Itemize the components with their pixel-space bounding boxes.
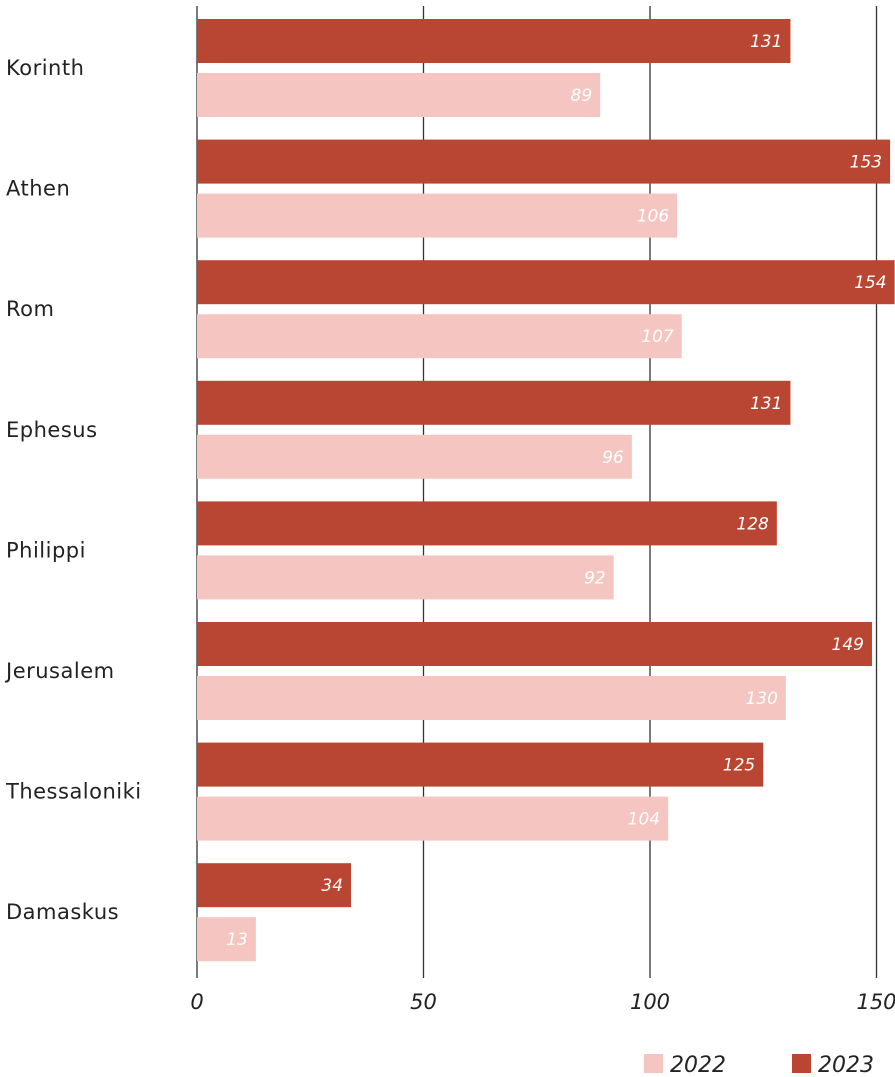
data-label: 92 (584, 568, 606, 588)
bar-2023-athen (197, 139, 891, 184)
data-label: 149 (832, 635, 864, 655)
bar-2023-rom (197, 260, 895, 305)
category-label: Jerusalem (4, 659, 115, 683)
data-label: 130 (745, 689, 777, 709)
bar-2022-korinth (197, 73, 601, 117)
category-label: Ephesus (6, 418, 98, 442)
data-label: 131 (750, 394, 782, 414)
bar-2022-thessaloniki (197, 796, 669, 841)
data-label: 89 (571, 86, 593, 106)
x-tick-label: 150 (856, 990, 895, 1014)
legend-label-2022: 2022 (670, 1053, 726, 1077)
bar-2022-athen (197, 193, 678, 238)
bar-2022-ephesus (197, 434, 632, 479)
category-label: Korinth (6, 56, 84, 80)
data-label: 96 (602, 448, 624, 468)
category-label: Athen (6, 177, 70, 201)
legend-label-2023: 2023 (818, 1053, 874, 1077)
data-label: 104 (628, 810, 660, 830)
bar-2023-jerusalem (197, 622, 872, 666)
bar-2023-damaskus (197, 863, 352, 908)
data-label: 128 (736, 514, 769, 534)
x-tick-labels: 0 50 100 150 (190, 990, 895, 1014)
legend-swatch-2023 (792, 1054, 811, 1073)
data-label: 153 (850, 153, 882, 173)
bar-2022-philippi (197, 555, 614, 600)
data-label: 131 (750, 32, 782, 52)
x-tick-label: 50 (410, 990, 437, 1014)
data-label: 13 (226, 930, 248, 950)
data-label: 154 (854, 273, 886, 293)
category-label: Thessaloniki (5, 780, 142, 804)
bar-2022-damaskus (197, 917, 256, 962)
bar-2023-thessaloniki (197, 742, 764, 787)
data-label: 34 (321, 876, 343, 896)
bar-2022-jerusalem (197, 676, 786, 720)
bar-2023-ephesus (197, 380, 791, 425)
data-label: 106 (637, 207, 670, 227)
bar-2023-philippi (197, 501, 777, 546)
legend: 2022 2023 (644, 1053, 874, 1077)
category-label: Rom (6, 297, 54, 321)
bar-2023-korinth (197, 19, 791, 63)
data-label: 125 (723, 756, 755, 776)
bar-2022-rom (197, 314, 682, 359)
x-tick-label: 100 (630, 990, 670, 1014)
category-labels: Korinth Athen Rom Ephesus Philippi Jerusalem T… (4, 56, 142, 924)
x-tick-label: 0 (190, 990, 203, 1014)
category-label: Philippi (6, 538, 86, 562)
legend-swatch-2022 (644, 1054, 663, 1073)
category-label: Damaskus (6, 900, 119, 924)
data-label: 107 (641, 327, 674, 347)
bars: 131 89 153 106 154 107 131 96 128 92 149 130 125 104 3… (197, 19, 895, 962)
